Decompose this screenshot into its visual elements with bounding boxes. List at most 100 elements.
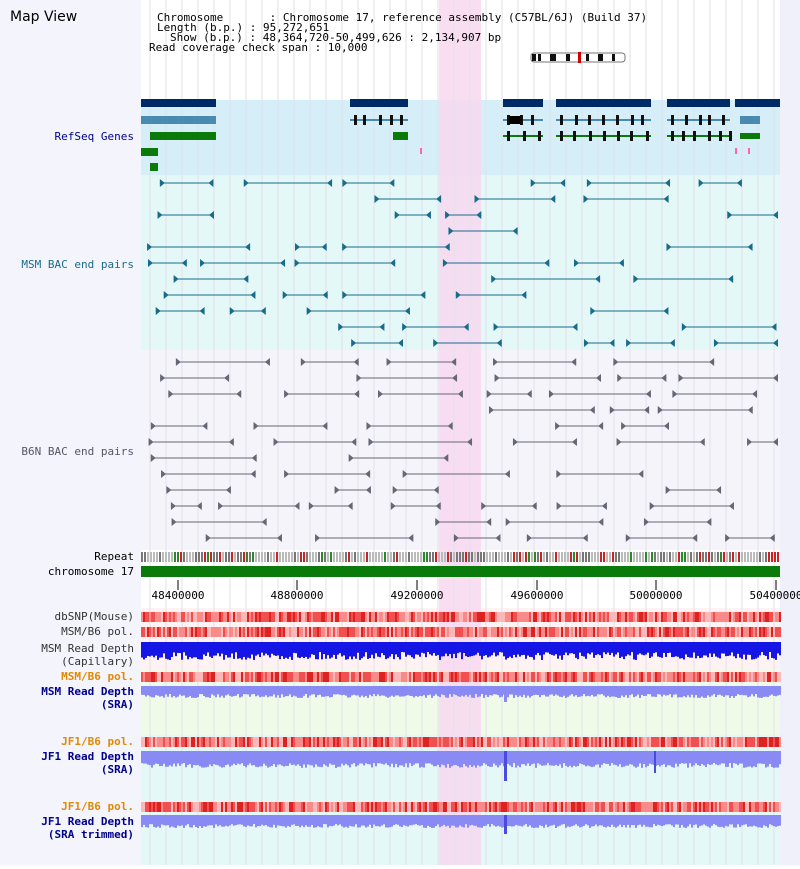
msm-depth-sra-bar [259,686,261,698]
jf1-depth-trimmed-bar [455,815,457,828]
msm-depth-sra-bar [157,686,159,696]
dbsnp-cell [625,612,627,622]
track-label-jf1-pol-2[interactable]: JF1/B6 pol. [61,800,134,813]
msm-b6-pol-cell [581,627,583,637]
msm-depth-capillary-bar [151,642,153,656]
track-label-jf1-depth-sra[interactable]: JF1 Read Depth [41,750,134,763]
jf1-depth-trimmed-bar [243,815,245,827]
dbsnp-cell [543,612,545,622]
jf1-depth-sra-bar [589,751,591,767]
dbsnp-cell [631,612,633,622]
jf1-pol-cell [233,802,235,812]
msm-depth-sra-bar [439,686,441,698]
track-label-chromosome[interactable]: chromosome 17 [47,565,134,578]
jf1-depth-trimmed-bar [693,815,695,826]
track-label-msm-depth-sra[interactable]: MSM Read Depth [41,685,134,698]
jf1-pol-cell [387,737,389,747]
msm-depth-capillary-bar [763,642,765,656]
track-label-msm-depth-sra-sub: (SRA) [100,698,134,711]
jf1-pol-cell [353,802,355,812]
msm-depth-sra-bar [629,686,631,696]
jf1-pol-cell [755,737,757,747]
dbsnp-cell [665,612,667,622]
jf1-pol-cell [189,737,191,747]
dbsnp-cell [531,612,533,622]
msm-b6-pol-cell [625,627,627,637]
dbsnp-cell [259,612,261,622]
msm-b6-pol-cell [171,627,173,637]
track-label-dbsnp[interactable]: dbSNP(Mouse) [54,610,134,623]
track-label-msm-b6-pol-2[interactable]: MSM/B6 pol. [61,670,134,683]
jf1-depth-sra-bar [337,751,339,767]
msm-b6-pol-cell [413,627,415,637]
msm-depth-sra-bar [231,686,233,697]
msm-depth-sra-bar [371,686,373,697]
b6n-bac-pair-end [716,486,722,494]
msm-b6-pol-cell [515,627,517,637]
msm-depth-capillary-bar [475,642,477,655]
jf1-depth-trimmed-bar [367,815,369,827]
jf1-depth-trimmed-bar [565,815,567,828]
dbsnp-cell [629,612,631,622]
jf1-depth-trimmed-bar [561,815,563,825]
jf1-depth-sra-bar [709,751,711,765]
track-label-refseq[interactable]: RefSeq Genes [54,130,134,143]
jf1-depth-sra-bar [687,751,689,768]
dbsnp-cell [669,612,671,622]
track-label-msm-bac[interactable]: MSM BAC end pairs [21,258,134,271]
dbsnp-cell [521,612,523,622]
track-label-msm-b6-pol[interactable]: MSM/B6 pol. [61,625,134,638]
msm-depth-sra-bar [473,686,475,698]
msm-b6-pol-cell [267,672,269,682]
msm-b6-pol-cell [339,672,341,682]
repeat-element [723,552,725,562]
refseq-exon [699,115,702,125]
jf1-pol-cell [753,737,755,747]
jf1-depth-trimmed-bar [383,815,385,825]
jf1-pol-cell [717,737,719,747]
track-label-b6n-bac[interactable]: B6N BAC end pairs [21,445,134,458]
jf1-depth-sra-bar [555,751,557,765]
jf1-pol-cell [445,802,447,812]
msm-b6-pol-cell [231,627,233,637]
msm-depth-capillary-bar [505,642,507,660]
msm-depth-capillary-bar [295,642,297,654]
dbsnp-cell [189,612,191,622]
msm-b6-pol-cell [397,672,399,682]
msm-b6-pol-cell [407,672,409,682]
dbsnp-cell [225,612,227,622]
track-label-msm-depth-capillary[interactable]: MSM Read Depth [41,642,134,655]
dbsnp-cell [523,612,525,622]
msm-depth-capillary-bar [203,642,205,655]
jf1-pol-cell [461,802,463,812]
jf1-pol-cell [409,737,411,747]
refseq-exon [509,116,521,124]
msm-b6-pol-cell [385,627,387,637]
msm-b6-pol-cell [293,627,295,637]
refseq-gene [150,163,158,171]
msm-depth-capillary-bar [575,642,577,658]
msm-b6-pol-cell [387,627,389,637]
msm-depth-sra-bar [445,686,447,698]
jf1-depth-trimmed-bar [181,815,183,826]
repeat-element [432,552,434,562]
jf1-depth-trimmed-bar [517,815,519,826]
jf1-depth-sra-bar [731,751,733,768]
jf1-pol-cell [513,802,515,812]
msm-b6-pol-cell [551,627,553,637]
track-label-repeat[interactable]: Repeat [94,550,134,563]
msm-b6-pol-cell [285,627,287,637]
jf1-pol-cell [423,802,425,812]
dbsnp-cell [595,612,597,622]
track-label-jf1-pol[interactable]: JF1/B6 pol. [61,735,134,748]
jf1-depth-sra-bar [275,751,277,768]
repeat-element [654,552,656,562]
repeat-element [429,552,431,562]
b6n-bac-pair-end [467,438,473,446]
track-label-jf1-depth-trimmed[interactable]: JF1 Read Depth [41,815,134,828]
msm-bac-pair-end [342,243,348,251]
repeat-element [213,552,215,562]
jf1-depth-trimmed-bar [577,815,579,826]
jf1-depth-trimmed-bar [511,815,513,827]
